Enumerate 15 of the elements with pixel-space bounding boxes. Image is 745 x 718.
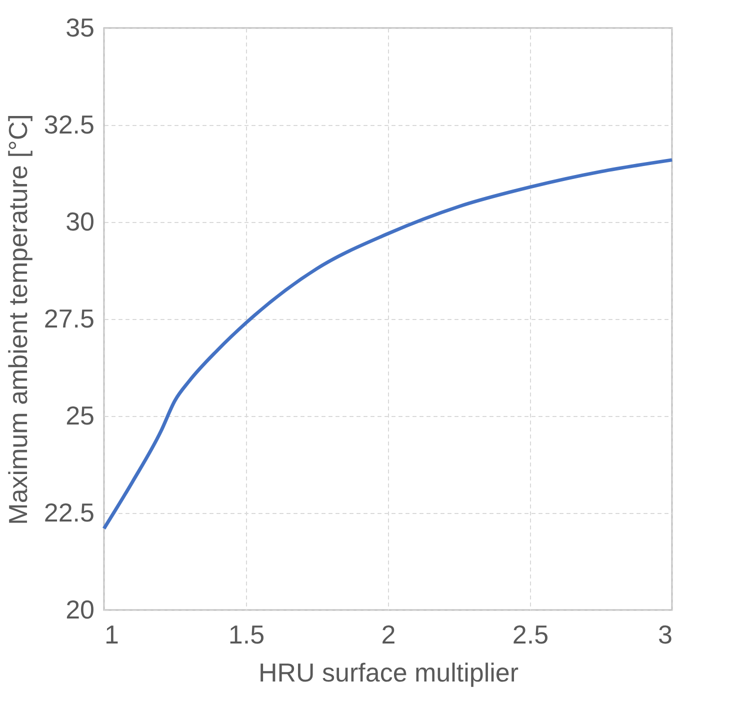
- y-tick-label: 32.5: [44, 110, 94, 140]
- x-axis-title: HRU surface multiplier: [258, 658, 519, 688]
- y-axis-title: Maximum ambient temperature [°C]: [2, 114, 33, 525]
- x-tick-label: 2: [381, 620, 396, 650]
- x-tick-label: 2.5: [512, 620, 549, 650]
- y-tick-label: 30: [66, 206, 94, 236]
- y-tick-label: 35: [66, 12, 94, 42]
- y-tick-label: 27.5: [44, 304, 94, 334]
- x-tick-label: 1.5: [228, 620, 265, 650]
- y-tick-label: 22.5: [44, 498, 94, 528]
- line-series: [102, 158, 674, 530]
- x-tick-label: 3: [658, 620, 672, 650]
- x-tick-label: 1: [104, 620, 119, 650]
- y-tick-label: 20: [66, 594, 94, 624]
- y-tick-label: 25: [66, 400, 94, 430]
